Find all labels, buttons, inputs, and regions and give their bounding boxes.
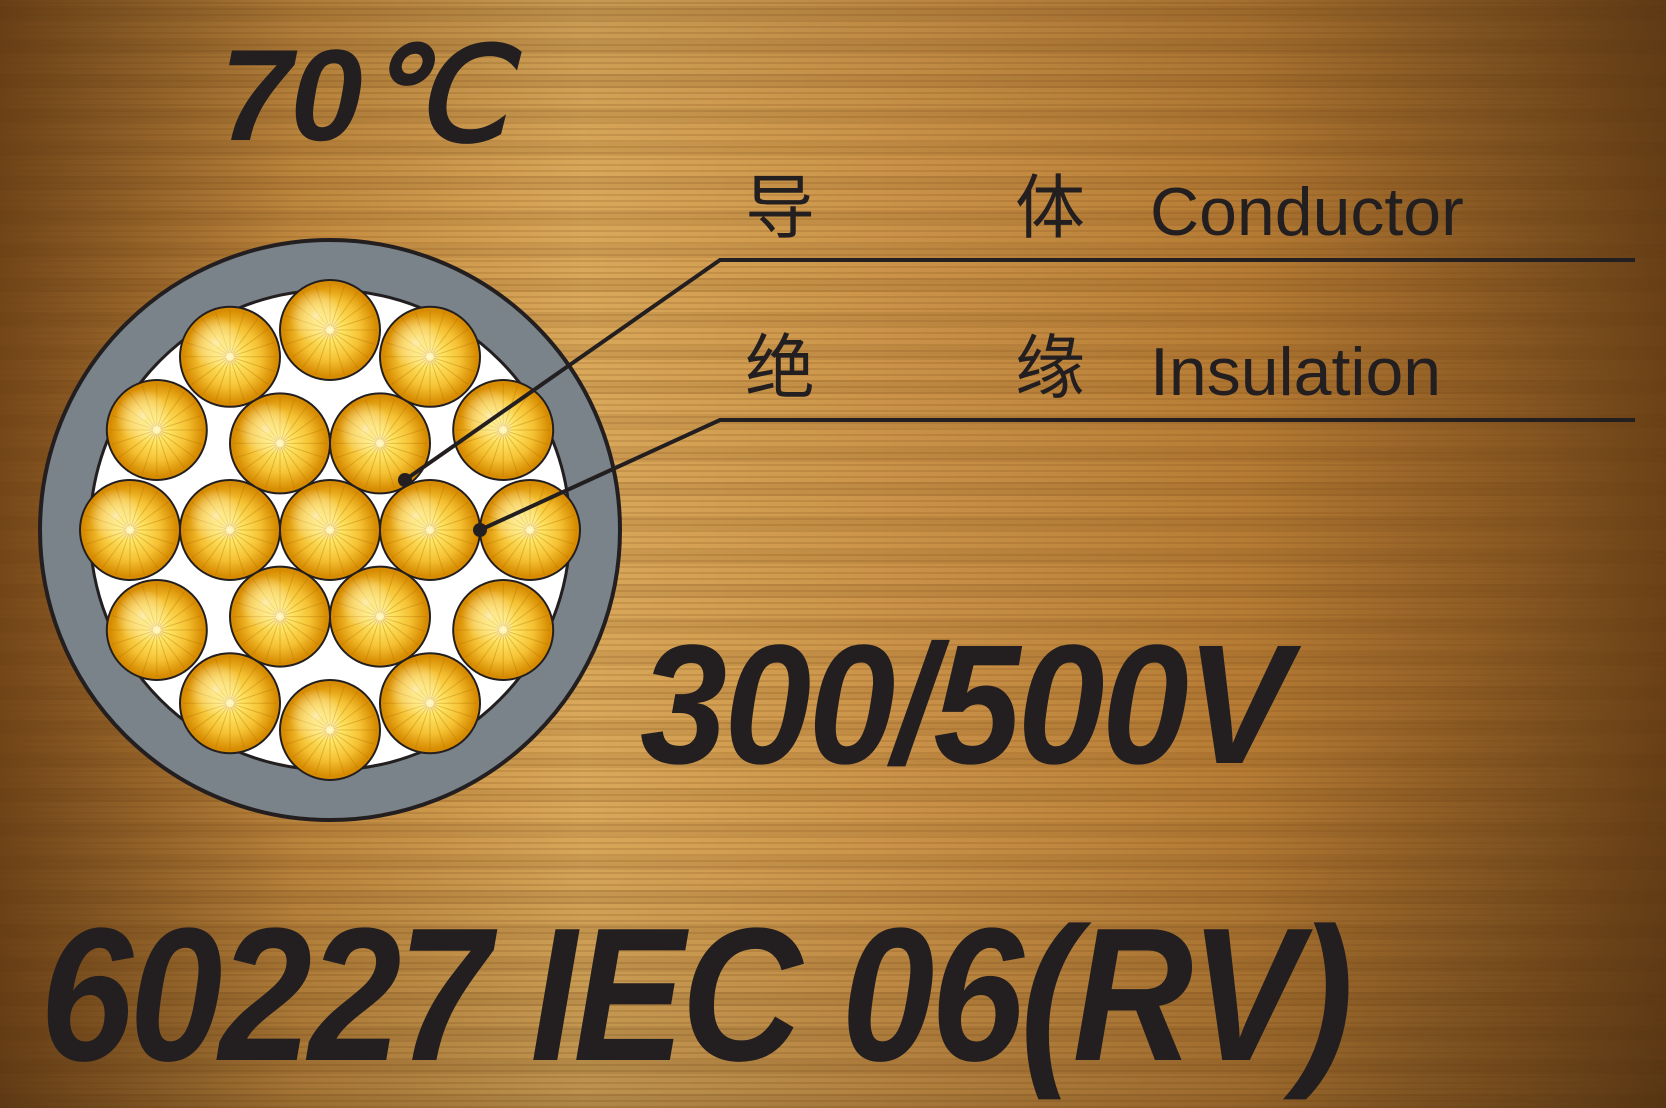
insulation-label-cn-2: 缘	[1015, 335, 1085, 405]
conductor-label-cn-1: 导	[745, 175, 815, 245]
cable-cross-section	[35, 235, 625, 825]
voltage-rating: 300/500V	[640, 620, 1288, 790]
conductor-label-cn-2: 体	[1015, 175, 1085, 245]
insulation-label-en: Insulation	[1150, 338, 1441, 406]
infographic-stage: 70℃ 导 体 Conductor 绝 缘 Insulation 300/500…	[0, 0, 1666, 1108]
insulation-label-cn-1: 绝	[745, 335, 815, 405]
conductor-label-en: Conductor	[1150, 178, 1464, 246]
temperature-label: 70℃	[220, 30, 505, 160]
cable-standard: 60227 IEC 06(RV)	[40, 900, 1350, 1090]
